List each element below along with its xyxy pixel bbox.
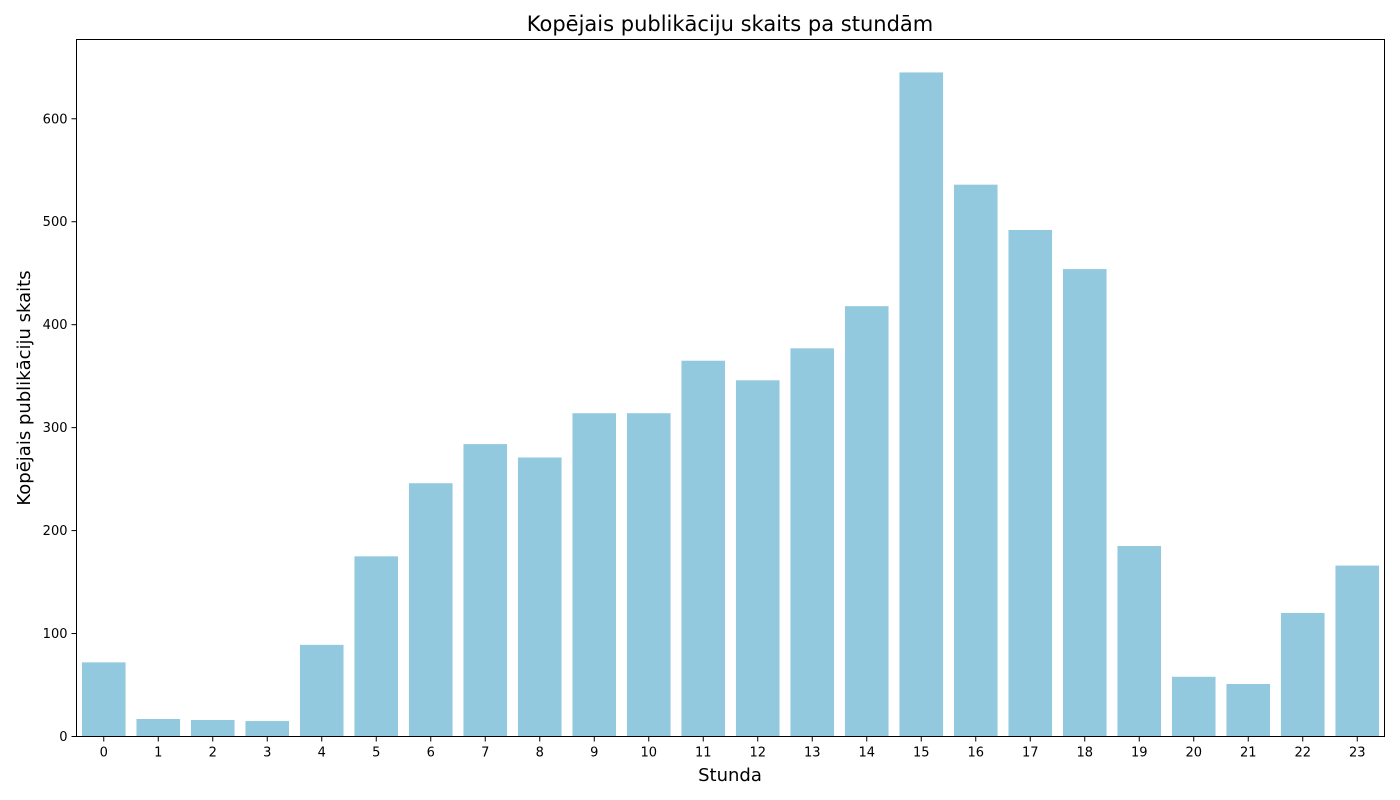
- bar-hour-5: [354, 556, 399, 737]
- chart-title: Kopējais publikāciju skaits pa stundām: [527, 12, 933, 36]
- x-tick-label: 15: [913, 746, 930, 761]
- bar-hour-21: [1226, 683, 1271, 737]
- bar-hour-12: [735, 380, 780, 737]
- x-tick-label: 4: [318, 746, 326, 761]
- bar-hour-10: [626, 413, 671, 737]
- x-tick-label: 13: [804, 746, 821, 761]
- x-tick-label: 10: [640, 746, 657, 761]
- bar-hour-4: [299, 644, 344, 737]
- bar-hour-11: [681, 360, 726, 737]
- plot-area-frame: [76, 39, 1385, 737]
- x-tick-label: 18: [1076, 746, 1093, 761]
- bar-hour-9: [572, 413, 617, 737]
- x-axis-title: Stunda: [698, 765, 762, 786]
- bar-hour-6: [408, 483, 453, 737]
- bars-group: [81, 72, 1380, 737]
- x-tick-label: 14: [858, 746, 875, 761]
- bar-hour-22: [1280, 612, 1325, 737]
- y-tick-label: 0: [59, 730, 67, 745]
- bar-hour-7: [463, 444, 508, 737]
- x-tick-label: 1: [154, 746, 162, 761]
- y-tick-label: 300: [43, 421, 68, 436]
- x-tick-label: 11: [695, 746, 712, 761]
- x-tick-label: 3: [263, 746, 271, 761]
- y-tick-label: 600: [43, 112, 68, 127]
- bar-hour-15: [899, 72, 944, 737]
- x-tick-label: 6: [427, 746, 435, 761]
- y-axis-title: Kopējais publikāciju skaits: [14, 270, 35, 505]
- x-tick-label: 22: [1294, 746, 1311, 761]
- bar-hour-0: [81, 662, 126, 737]
- x-tick-label: 7: [481, 746, 489, 761]
- x-tick-label: 9: [590, 746, 598, 761]
- bar-hour-16: [953, 184, 998, 737]
- y-axis-ticks: 0 100 200 300 400 500 600: [43, 112, 77, 745]
- y-tick-label: 200: [43, 524, 68, 539]
- y-tick-label: 100: [43, 627, 68, 642]
- bar-hour-18: [1062, 269, 1107, 737]
- bar-hour-20: [1171, 676, 1216, 737]
- x-tick-label: 16: [967, 746, 984, 761]
- x-tick-label: 0: [100, 746, 108, 761]
- x-tick-label: 19: [1131, 746, 1148, 761]
- x-tick-label: 21: [1240, 746, 1257, 761]
- x-tick-label: 2: [209, 746, 217, 761]
- x-tick-label: 23: [1349, 746, 1366, 761]
- y-tick-label: 400: [43, 318, 68, 333]
- bar-hour-3: [245, 721, 290, 737]
- bar-hour-1: [136, 718, 181, 737]
- x-tick-label: 12: [749, 746, 766, 761]
- x-tick-label: 17: [1022, 746, 1039, 761]
- bar-hour-14: [844, 306, 889, 737]
- bar-hour-2: [190, 720, 235, 737]
- x-axis-ticks: 0 1 2 3 4 5 6 7 8 9 10 11 12 13 14 15 16 17 18 19 20 21 22 23: [100, 736, 1366, 761]
- y-tick-label: 500: [43, 215, 68, 230]
- bar-hour-17: [1008, 229, 1053, 737]
- x-tick-label: 8: [536, 746, 544, 761]
- x-tick-label: 20: [1185, 746, 1202, 761]
- x-tick-label: 5: [372, 746, 380, 761]
- bar-hour-19: [1117, 546, 1162, 737]
- bar-hour-13: [790, 348, 835, 737]
- bar-hour-23: [1335, 565, 1380, 737]
- bar-hour-8: [517, 457, 562, 737]
